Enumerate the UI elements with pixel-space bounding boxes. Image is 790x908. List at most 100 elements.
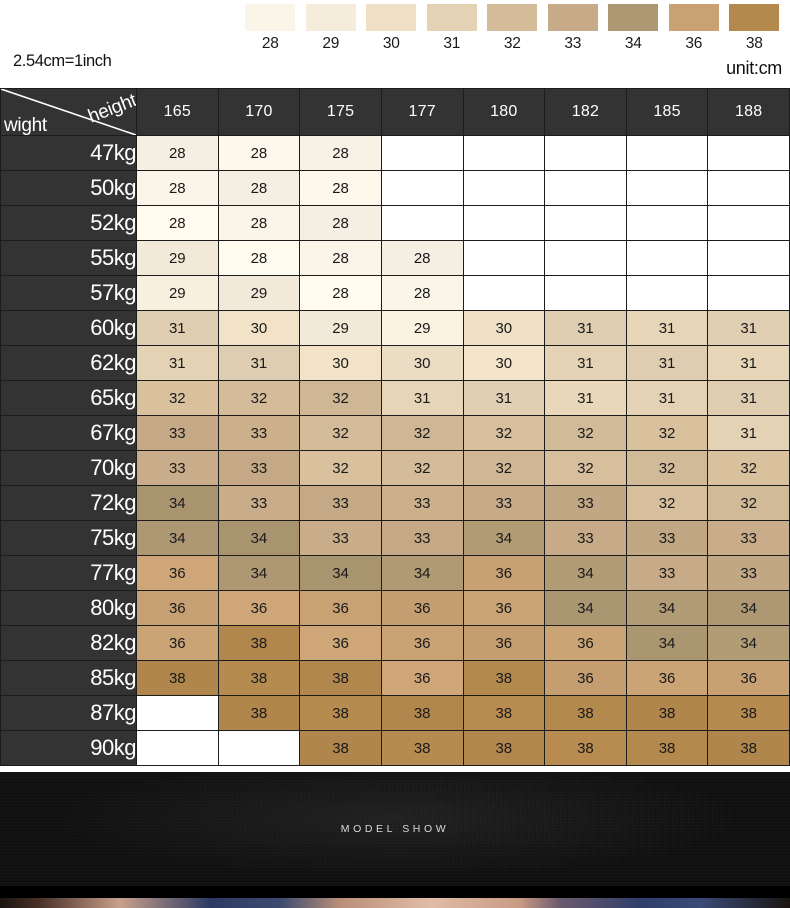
- size-cell: 38: [380, 730, 464, 766]
- size-cell: 36: [299, 625, 382, 661]
- legend-label: 28: [261, 35, 279, 52]
- size-cell-empty: [625, 205, 709, 241]
- size-cell-empty: [707, 275, 790, 311]
- size-cell: 33: [136, 450, 219, 486]
- size-cell: 36: [380, 625, 464, 661]
- table-row: 67kg 33 33 32 32 32 32 32 31: [0, 415, 790, 451]
- size-cell: 36: [462, 590, 546, 626]
- size-cell: 36: [217, 590, 301, 626]
- size-cell: 33: [544, 520, 627, 556]
- size-cell: 36: [462, 555, 546, 591]
- legend-item: 32: [482, 4, 543, 54]
- size-cell: 29: [136, 240, 219, 276]
- size-cell: 32: [707, 485, 790, 521]
- size-cell: 38: [625, 730, 709, 766]
- model-show-banner: MODEL SHOW: [0, 772, 790, 886]
- size-cell: 36: [380, 660, 464, 696]
- table-row: 90kg 38 38 38 38 38 38: [0, 730, 790, 766]
- size-cell: 34: [625, 625, 709, 661]
- size-cell: 33: [625, 555, 709, 591]
- size-cell-empty: [462, 170, 546, 206]
- size-cell: 31: [136, 310, 219, 346]
- size-cell: 38: [625, 695, 709, 731]
- row-header-67kg: 67kg: [0, 415, 137, 451]
- size-cell: 32: [217, 380, 301, 416]
- size-cell: 31: [380, 380, 464, 416]
- legend-swatch: [487, 4, 538, 31]
- inch-conversion-note: 2.54cm=1inch: [13, 52, 112, 70]
- row-header-55kg: 55kg: [0, 240, 137, 276]
- size-cell-empty: [707, 135, 790, 171]
- size-cell: 28: [217, 170, 301, 206]
- legend-label: 33: [564, 35, 582, 52]
- row-header-62kg: 62kg: [0, 345, 137, 381]
- size-cell: 32: [544, 450, 627, 486]
- size-cell: 30: [217, 310, 301, 346]
- size-cell: 32: [462, 450, 546, 486]
- size-chart-table: height wight 165 170 175 177 180 182 185 188 47…: [0, 88, 790, 766]
- size-cell: 33: [544, 485, 627, 521]
- legend-item: 29: [301, 4, 362, 54]
- table-row: 70kg 33 33 32 32 32 32 32 32: [0, 450, 790, 486]
- size-chart-table-wrap: height wight 165 170 175 177 180 182 185 188 47…: [0, 88, 790, 766]
- size-color-legend: 28 29 30 31 32 33 34 36 38: [240, 4, 785, 62]
- row-header-75kg: 75kg: [0, 520, 137, 556]
- table-row: 77kg 36 34 34 34 36 34 33 33: [0, 555, 790, 591]
- table-row: 60kg 31 30 29 29 30 31 31 31: [0, 310, 790, 346]
- size-cell: 28: [380, 275, 464, 311]
- size-cell: 36: [136, 555, 219, 591]
- size-cell: 28: [136, 205, 219, 241]
- size-cell-empty: [380, 205, 464, 241]
- size-cell-empty: [544, 240, 627, 276]
- table-row: 62kg 31 31 30 30 30 31 31 31: [0, 345, 790, 381]
- size-cell: 29: [136, 275, 219, 311]
- column-header-185: 185: [625, 88, 709, 136]
- size-cell: 38: [707, 730, 790, 766]
- row-header-47kg: 47kg: [0, 135, 137, 171]
- table-row: 55kg 29 28 28 28: [0, 240, 790, 276]
- size-cell-empty: [462, 275, 546, 311]
- size-cell: 38: [462, 695, 546, 731]
- table-row: 82kg 36 38 36 36 36 36 34 34: [0, 625, 790, 661]
- size-cell: 31: [707, 345, 790, 381]
- legend-swatch: [668, 4, 719, 31]
- legend-label: 30: [382, 35, 400, 52]
- size-cell: 32: [625, 450, 709, 486]
- size-cell-empty: [136, 695, 219, 731]
- row-header-70kg: 70kg: [0, 450, 137, 486]
- size-cell: 31: [136, 345, 219, 381]
- size-cell: 32: [136, 380, 219, 416]
- table-row: 52kg 28 28 28: [0, 205, 790, 241]
- size-cell: 29: [299, 310, 382, 346]
- size-cell: 38: [707, 695, 790, 731]
- size-cell-empty: [625, 135, 709, 171]
- size-cell-empty: [544, 170, 627, 206]
- legend-item: 30: [361, 4, 422, 54]
- row-header-82kg: 82kg: [0, 625, 137, 661]
- size-cell: 32: [462, 415, 546, 451]
- size-cell-empty: [462, 205, 546, 241]
- size-cell: 36: [707, 660, 790, 696]
- legend-item: 34: [603, 4, 664, 54]
- size-cell: 32: [625, 415, 709, 451]
- column-header-175: 175: [299, 88, 382, 136]
- table-row: 65kg 32 32 32 31 31 31 31 31: [0, 380, 790, 416]
- size-cell: 38: [544, 730, 627, 766]
- legend-label: 32: [503, 35, 521, 52]
- axis-corner-cell: height wight: [0, 88, 137, 136]
- size-cell: 31: [625, 310, 709, 346]
- size-cell: 28: [136, 170, 219, 206]
- size-cell: 31: [544, 380, 627, 416]
- size-cell: 36: [136, 590, 219, 626]
- size-cell: 34: [217, 555, 301, 591]
- size-cell: 33: [707, 555, 790, 591]
- size-cell: 33: [625, 520, 709, 556]
- size-cell: 28: [299, 240, 382, 276]
- column-header-165: 165: [136, 88, 219, 136]
- size-cell: 31: [217, 345, 301, 381]
- size-cell: 33: [217, 485, 301, 521]
- size-cell: 28: [380, 240, 464, 276]
- size-cell-empty: [544, 205, 627, 241]
- table-row: 47kg 28 28 28: [0, 135, 790, 171]
- size-cell: 32: [299, 380, 382, 416]
